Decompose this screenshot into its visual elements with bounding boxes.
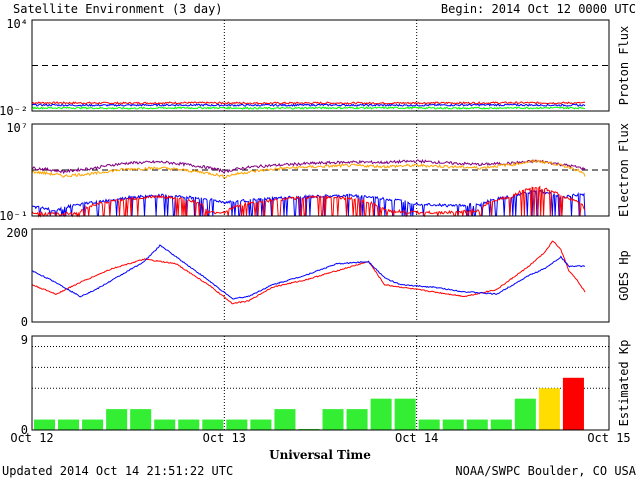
series-blue: [31, 244, 586, 300]
x-tick-label: Oct 14: [395, 431, 438, 445]
kp-bar: [274, 409, 296, 430]
series-red: [31, 185, 586, 218]
series-blue: [31, 189, 586, 217]
y-axis-label: Estimated Kp: [617, 340, 631, 427]
panel-goes_hp: 200 0 GOES Hp: [6, 226, 631, 329]
kp-bar: [106, 409, 128, 430]
x-tick-label: Oct 12: [10, 431, 53, 445]
panel-frame: [31, 228, 610, 323]
kp-bar: [178, 419, 200, 430]
kp-bar: [466, 419, 488, 430]
kp-bar: [202, 419, 224, 430]
panel-frame: [31, 19, 610, 112]
x-axis: Oct 12 Oct 13 Oct 14 Oct 15: [10, 431, 630, 445]
series-red: [31, 101, 586, 105]
y-tick-top: 10⁴: [6, 17, 28, 31]
y-tick-top: 200: [6, 226, 28, 240]
series-red: [31, 240, 586, 305]
kp-bar: [226, 419, 248, 430]
kp-bar: [514, 398, 536, 430]
begin-time: Begin: 2014 Oct 12 0000 UTC: [441, 2, 636, 16]
kp-bar: [130, 409, 152, 430]
kp-bar: [298, 428, 320, 430]
kp-bar: [34, 419, 56, 430]
kp-bar: [442, 419, 464, 430]
y-tick-bottom: 10⁻²: [0, 104, 28, 118]
y-axis-label: GOES Hp: [617, 250, 631, 301]
x-tick-label: Oct 13: [203, 431, 246, 445]
y-axis-label: Electron Flux: [617, 123, 631, 217]
kp-bar: [418, 419, 440, 430]
series-blue: [31, 103, 586, 107]
kp-bar: [58, 419, 80, 430]
series-purple: [31, 158, 586, 175]
y-axis-label: Proton Flux: [617, 26, 631, 105]
kp-bar: [250, 419, 272, 430]
source-credit: NOAA/SWPC Boulder, CO USA: [455, 464, 636, 478]
kp-bar: [562, 377, 584, 430]
y-tick-top: 9: [21, 333, 28, 347]
y-tick-bottom: 0: [21, 423, 28, 437]
kp-bar: [538, 388, 560, 430]
updated-time: Updated 2014 Oct 14 21:51:22 UTC: [2, 464, 233, 478]
panel-frame: [31, 335, 610, 431]
x-tick-label: Oct 15: [587, 431, 630, 445]
y-tick-top: 10⁷: [6, 121, 28, 135]
series-orange: [31, 159, 586, 179]
panel-kp: 9 0 Estimated Kp: [21, 333, 631, 437]
panel-proton: 10⁴ 10⁻² Proton Flux: [0, 17, 631, 118]
kp-bar: [82, 419, 104, 430]
panel-frame: [31, 123, 610, 217]
series-green: [31, 105, 586, 110]
kp-bar: [370, 398, 392, 430]
y-tick-bottom: 0: [21, 315, 28, 329]
kp-bar: [322, 409, 344, 430]
x-axis-label: Universal Time: [269, 448, 371, 462]
panel-electron: 10⁷ 10⁻¹ Electron Flux: [0, 121, 631, 223]
chart-title: Satellite Environment (3 day): [13, 2, 223, 16]
kp-bar: [154, 419, 176, 430]
kp-bar: [346, 409, 368, 430]
kp-bar: [490, 419, 512, 430]
kp-bar: [394, 398, 416, 430]
y-tick-bottom: 10⁻¹: [0, 209, 28, 223]
